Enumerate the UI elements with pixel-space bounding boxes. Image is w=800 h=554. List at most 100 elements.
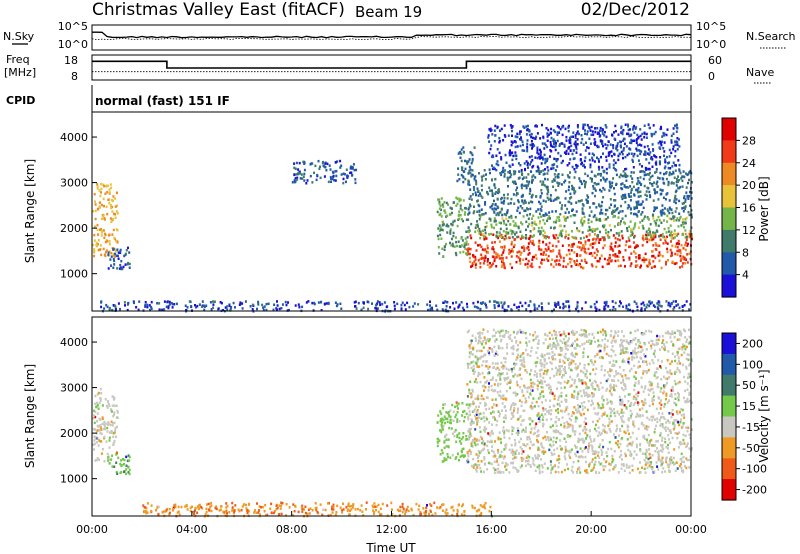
power-data-region-9 [100, 300, 692, 313]
velocity-cbar-label-0: 200 [742, 337, 763, 350]
noise-left-tick-top: 10^5 [58, 20, 88, 33]
power-data-region-6 [466, 214, 693, 240]
velocity-cbar-swatch-0 [722, 333, 736, 355]
noise-right-tick-bottom: 10^0 [696, 38, 726, 51]
power-data [92, 123, 693, 313]
power-cbar-label-0: 4 [742, 269, 749, 282]
velocity-data-region-3 [466, 419, 693, 475]
noise-panel-frame [91, 24, 692, 51]
power-data-region-2 [291, 159, 358, 185]
velocity-cbar-label-5: -50 [742, 442, 760, 455]
velocity-data-region-4 [466, 328, 693, 422]
velocity-ylabel: Slant Range [km] [23, 364, 37, 468]
velocity-cbar-label-6: -100 [742, 463, 767, 476]
power-data-region-0 [92, 182, 119, 258]
nsky-series [92, 31, 692, 39]
power-data-region-3 [436, 196, 469, 258]
velocity-y-ticks: 1000 2000 3000 4000 [60, 336, 97, 486]
velocity-cbar-label-1: 100 [742, 358, 763, 371]
velocity-data-region-0 [92, 387, 119, 463]
velocity-colorbar-label: Velocity [m s⁻¹] [757, 369, 771, 462]
power-ticks-label-1000: 1000 [60, 268, 88, 281]
freq-label: Freq [6, 53, 30, 66]
noise-panel: N.Sky 10^5 10^0 10^5 10^0 N.Search [3, 20, 796, 51]
velocity-data-region-5 [142, 501, 493, 518]
power-cbar-swatch-4 [722, 207, 736, 231]
x-axis-ticks: 00:00 04:00 08:00 12:00 16:00 20:00 00:00 [76, 511, 707, 536]
power-cbar-label-2: 12 [742, 224, 756, 237]
power-data-region-7 [467, 169, 693, 217]
x-tick-label-6: 00:00 [675, 523, 707, 536]
power-cbar-swatch-7 [722, 274, 736, 298]
power-cbar-label-6: 28 [742, 134, 756, 147]
beam-label: Beam 19 [355, 3, 422, 21]
power-cbar-label-4: 20 [742, 179, 756, 192]
x-tick-label-5: 20:00 [575, 523, 607, 536]
velocity-cbar-label-4: -15 [742, 421, 760, 434]
power-panel: 1000 2000 3000 4000 Slant Range [km] 4 8 12 16… [23, 111, 771, 313]
power-cbar-swatch-0 [722, 118, 736, 141]
velocity-ticks-label-4000: 4000 [60, 336, 88, 349]
cpid-value: normal (fast) 151 IF [95, 94, 230, 108]
cpid-label: CPID [6, 94, 35, 107]
velocity-data [92, 328, 693, 518]
velocity-cbar-swatch-3 [722, 395, 736, 418]
power-cbar-swatch-1 [722, 140, 736, 164]
velocity-panel: 1000 2000 3000 4000 Slant Range [km] 200 100… [23, 316, 771, 518]
velocity-cbar-frame [721, 332, 737, 501]
cpid-panel: CPID normal (fast) 151 IF [6, 85, 692, 112]
frequency-panel-frame [91, 54, 692, 81]
power-data-region-5 [466, 232, 693, 270]
power-ticks-label-4000: 4000 [60, 131, 88, 144]
power-cbar-label-5: 24 [742, 157, 756, 170]
power-cbar-swatch-2 [722, 162, 736, 186]
power-cbar-label-3: 16 [742, 202, 756, 215]
power-data-region-1 [107, 246, 131, 271]
power-colorbar-label: Power [dB] [757, 176, 771, 241]
velocity-data-region-1 [107, 451, 131, 476]
velocity-cbar-label-2: 50 [742, 379, 756, 392]
x-tick-label-2: 08:00 [276, 523, 308, 536]
freq-unit-label: [MHz] [4, 66, 36, 79]
power-data-region-4 [456, 146, 476, 184]
power-cbar-swatch-3 [722, 185, 736, 209]
velocity-cbar-swatch-7 [722, 479, 736, 501]
velocity-cbar-swatch-2 [722, 374, 736, 397]
velocity-cbar-swatch-1 [722, 353, 736, 376]
x-tick-label-0: 00:00 [76, 523, 108, 536]
power-y-ticks: 1000 2000 3000 4000 [60, 131, 97, 281]
x-tick-label-4: 16:00 [475, 523, 507, 536]
freq-tick-bottom: 8 [71, 70, 78, 83]
station-title: Christmas Valley East (fitACF) [92, 0, 345, 20]
power-cbar-label-1: 8 [742, 246, 749, 259]
velocity-cbar-label-3: 15 [742, 400, 756, 413]
power-panel-frame [91, 111, 692, 312]
velocity-cbar-label-7: -200 [742, 484, 767, 497]
nave-tick-top: 60 [708, 54, 722, 67]
power-ticks-label-2000: 2000 [60, 222, 88, 235]
power-data-region-8 [487, 123, 681, 172]
nsky-label: N.Sky [3, 30, 35, 43]
velocity-cbar-swatch-4 [722, 416, 736, 438]
velocity-cbar-swatch-6 [722, 458, 736, 480]
x-tick-label-1: 04:00 [176, 523, 208, 536]
noise-left-tick-bottom: 10^0 [58, 38, 88, 51]
power-cbar-swatch-6 [722, 252, 736, 276]
x-axis-label: Time UT [365, 541, 416, 554]
freq-tick-top: 18 [64, 54, 78, 67]
x-tick-label-3: 12:00 [376, 523, 408, 536]
date-label: 02/Dec/2012 [581, 0, 690, 20]
velocity-ticks-label-2000: 2000 [60, 427, 88, 440]
frequency-panel: Freq [MHz] 18 8 60 0 Nave [4, 53, 774, 84]
velocity-data-region-2 [436, 401, 469, 463]
noise-right-tick-top: 10^5 [696, 20, 726, 33]
nave-label: Nave [746, 66, 774, 79]
power-ylabel: Slant Range [km] [23, 159, 37, 263]
power-ticks-label-3000: 3000 [60, 177, 88, 190]
velocity-ticks-label-1000: 1000 [60, 473, 88, 486]
nsearch-label: N.Search [746, 30, 796, 43]
nave-tick-bottom: 0 [708, 70, 715, 83]
power-colorbar: 4 8 12 16 20 24 28 [721, 117, 756, 298]
velocity-ticks-label-3000: 3000 [60, 382, 88, 395]
